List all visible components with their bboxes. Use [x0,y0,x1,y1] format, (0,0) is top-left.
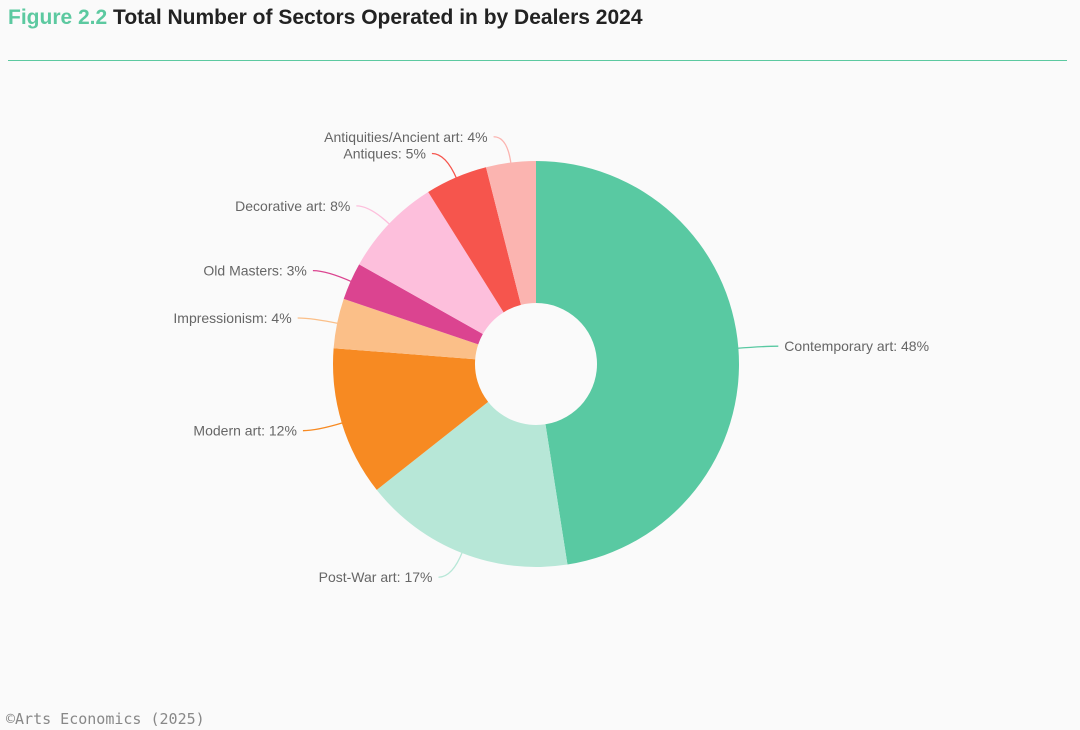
slice-5 [359,191,504,335]
donut-chart: Contemporary art: 48% Post-War art: 17% Mo… [173,129,929,585]
slice-0 [536,161,739,565]
slice-label-1: Post-War art: 17% [319,569,433,585]
slice-label-3: Impressionism: 4% [173,310,291,326]
leader-line-2 [302,421,344,432]
figure-label: Figure 2.2 [8,6,108,29]
leader-line-0 [736,345,779,350]
slice-label-5: Decorative art: 8% [235,198,350,214]
slices-group [333,161,739,567]
slice-7 [486,161,536,305]
slice-2 [333,348,489,490]
slice-label-7: Antiquities/Ancient art: 4% [324,129,487,145]
leader-line-6 [431,152,458,180]
slice-label-0: Contemporary art: 48% [784,338,929,354]
slice-1 [376,401,568,567]
labels-group: Contemporary art: 48% Post-War art: 17% Mo… [173,129,929,585]
leader-line-4 [312,269,353,283]
slice-4 [343,264,483,345]
leader-line-5 [356,205,392,226]
leader-line-1 [438,550,464,578]
title-divider [8,60,1067,61]
slice-label-2: Modern art: 12% [193,423,297,439]
chart-title: Figure 2.2 Total Number of Sectors Opera… [8,6,643,30]
slice-label-6: Antiques: 5% [343,145,426,161]
leader-lines-group [297,136,779,578]
leader-line-3 [297,317,340,325]
source-note: ©Arts Economics (2025) [6,710,205,728]
slice-6 [428,167,521,313]
slice-label-4: Old Masters: 3% [203,263,306,279]
figure-title: Total Number of Sectors Operated in by D… [113,6,643,29]
slice-3 [333,298,479,360]
leader-line-7 [493,136,512,165]
